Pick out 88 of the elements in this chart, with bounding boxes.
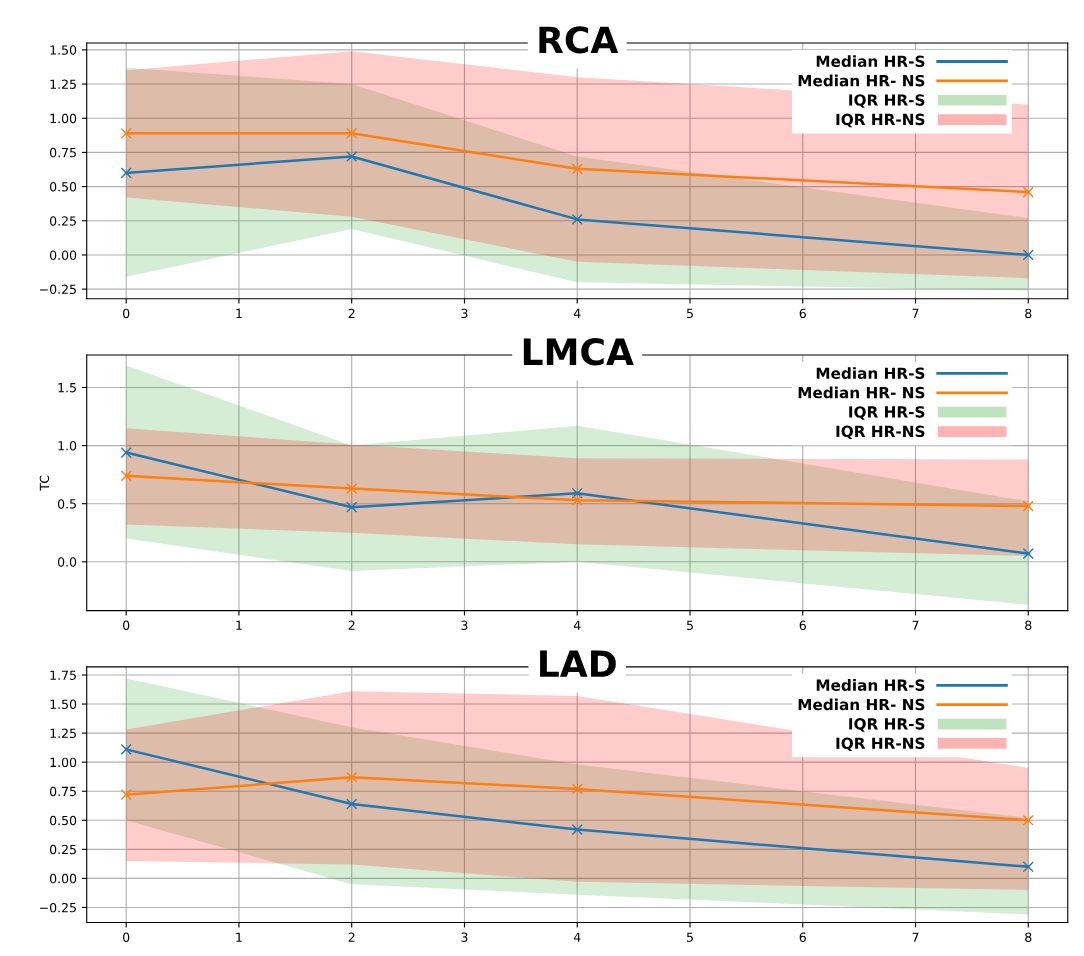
x-tick-label: 7 [912, 308, 919, 318]
point [120, 789, 132, 801]
point [346, 501, 358, 513]
y-tick-label: 0.5 [57, 499, 76, 509]
point [571, 783, 583, 795]
point [120, 447, 132, 459]
point [571, 487, 583, 499]
y-tick-label: −0.25 [40, 902, 76, 913]
x-tick-label: 2 [348, 620, 355, 630]
point [571, 824, 583, 836]
y-tick-label: 1.5 [58, 383, 76, 393]
x-tick-label: 0 [123, 308, 130, 319]
y-tick-label: 0.00 [49, 873, 77, 884]
y-tick-label: 0.25 [49, 844, 76, 855]
x-tick-label: 6 [799, 932, 806, 942]
x-tick-label: 0 [123, 932, 130, 942]
x-tick-label: 4 [573, 308, 581, 318]
point [120, 743, 132, 755]
point [346, 798, 358, 810]
y-tick-label: −0.25 [40, 284, 76, 295]
point [120, 167, 132, 179]
point [1022, 500, 1034, 512]
legend-label: IQR HR-NS [836, 425, 925, 440]
x-tick-label: 7 [912, 620, 919, 630]
point [1022, 249, 1034, 261]
legend-label: IQR HR-NS [836, 737, 925, 752]
chart-title: LMCA [523, 338, 634, 366]
chart-title: LAD [540, 650, 616, 677]
legend-label: IQR HR-S [849, 406, 925, 420]
y-tick-label: 0.75 [49, 786, 76, 797]
legend-label: Median HR- NS [798, 74, 925, 87]
legend-label: Median HR-S [816, 55, 925, 68]
x-tick-label: 2 [348, 932, 355, 942]
legend-label: Median HR-S [816, 679, 925, 691]
y-tick-label: 1.0 [58, 441, 77, 451]
legend-label: Median HR- NS [798, 386, 925, 399]
point [1022, 814, 1034, 826]
point [346, 771, 358, 783]
x-tick-label: 0 [123, 620, 130, 631]
y-tick-label: 0.25 [49, 216, 76, 226]
y-tick-label: 1.00 [50, 113, 77, 124]
x-tick-label: 5 [686, 620, 693, 631]
x-tick-label: 3 [461, 308, 468, 319]
point [1022, 186, 1034, 198]
x-tick-label: 3 [461, 932, 468, 942]
point [1022, 861, 1034, 873]
legend-label: IQR HR-NS [836, 113, 925, 128]
y-tick-label: 0.50 [49, 182, 77, 192]
point [1022, 548, 1034, 560]
x-tick-label: 4 [573, 932, 581, 942]
x-tick-label: 8 [1025, 620, 1032, 631]
legend-label: Median HR-S [816, 367, 925, 379]
point [120, 470, 132, 482]
point [346, 127, 358, 139]
y-tick-label: 1.25 [50, 79, 76, 89]
y-axis-title: TC [39, 475, 50, 491]
x-tick-label: 8 [1025, 308, 1032, 319]
legend-label: IQR HR-S [849, 718, 925, 732]
y-tick-label: 1.75 [50, 670, 76, 680]
x-tick-label: 5 [686, 308, 693, 319]
y-tick-label: 0.50 [49, 815, 77, 826]
y-tick-label: 1.50 [50, 45, 77, 55]
y-tick-label: 0.0 [57, 557, 77, 567]
x-tick-label: 8 [1025, 932, 1032, 942]
legend-label: IQR HR-S [849, 94, 925, 108]
x-tick-label: 3 [461, 620, 468, 631]
x-tick-label: 7 [912, 932, 919, 942]
x-tick-label: 5 [686, 932, 693, 942]
x-tick-label: 1 [236, 308, 242, 318]
y-tick-label: 1.25 [50, 728, 76, 739]
y-tick-label: 0.75 [49, 147, 76, 158]
legend-label: Median HR- NS [798, 698, 925, 711]
point [571, 163, 583, 175]
point [571, 213, 583, 225]
point [346, 150, 358, 163]
x-tick-label: 2 [348, 308, 355, 318]
point [120, 127, 132, 139]
point [346, 483, 358, 495]
y-tick-label: 1.00 [50, 757, 77, 768]
x-tick-label: 1 [236, 620, 242, 630]
x-tick-label: 6 [799, 308, 806, 319]
y-tick-label: 0.00 [49, 250, 77, 260]
x-tick-label: 6 [799, 620, 806, 631]
point [571, 494, 583, 506]
x-tick-label: 1 [236, 932, 242, 942]
x-tick-label: 4 [573, 620, 581, 630]
chart-title: RCA [539, 26, 619, 54]
y-tick-label: 1.50 [50, 699, 77, 709]
